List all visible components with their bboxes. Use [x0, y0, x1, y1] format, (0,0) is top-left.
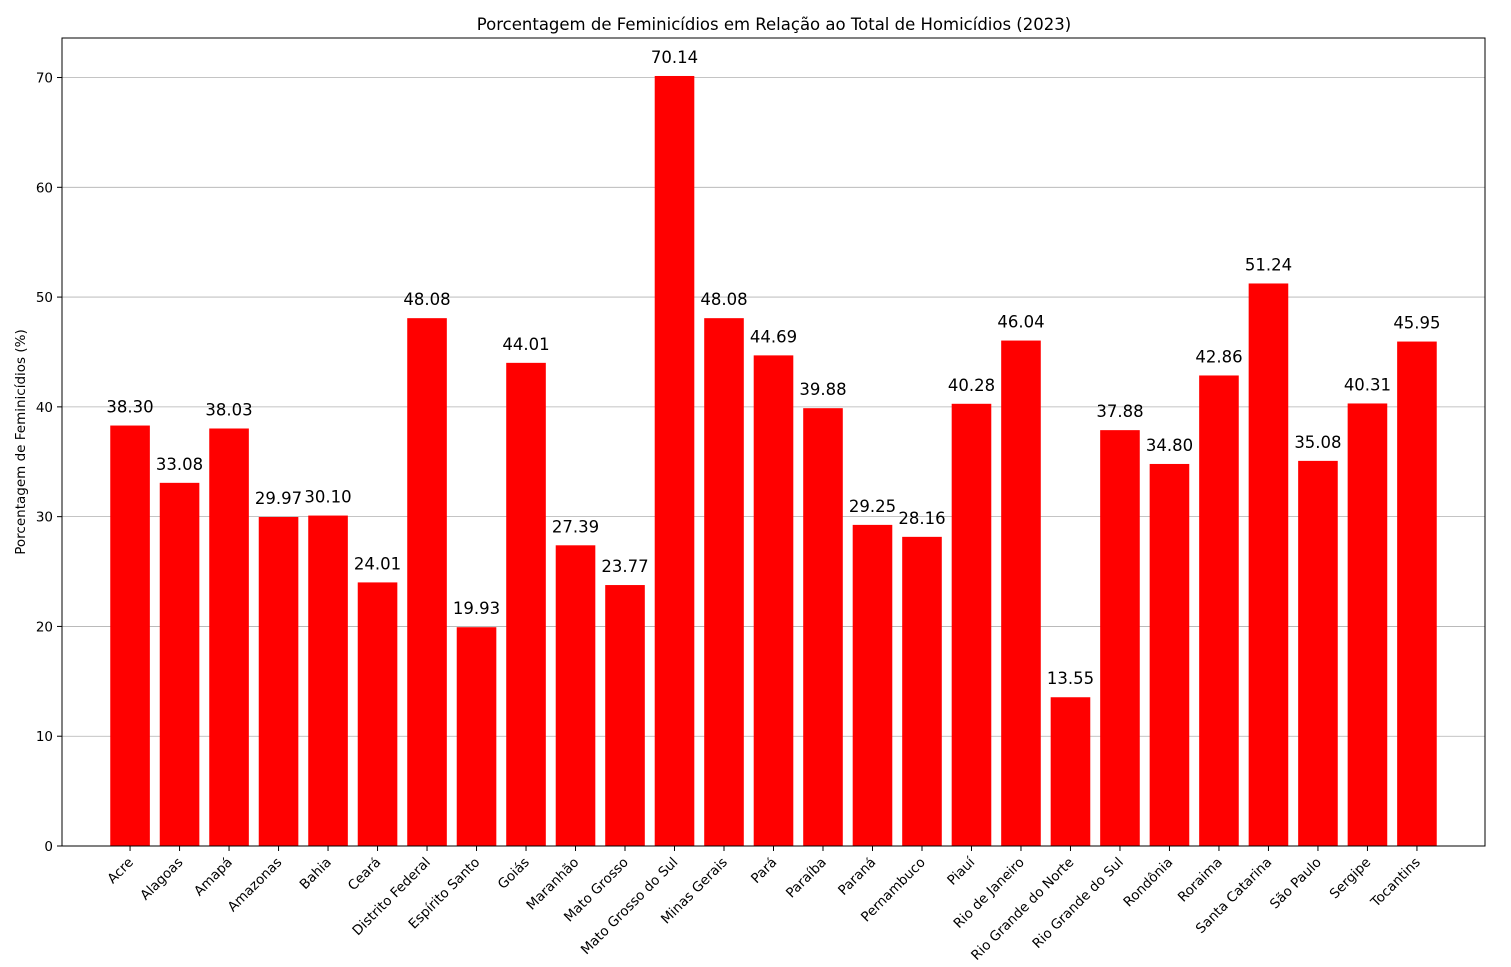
x-tick-label: Piauí: [944, 854, 979, 889]
y-tick-label: 0: [44, 839, 53, 855]
x-tick-label: Sergipe: [1327, 855, 1375, 903]
data-labels: 38.30 33.08 38.03 29.97 30.10 24.01 48.08 19.93…: [106, 48, 1440, 688]
data-label: 45.95: [1393, 314, 1440, 333]
bar: [1248, 283, 1289, 847]
data-label: 19.93: [453, 599, 500, 618]
bar: [803, 408, 843, 846]
bar: [902, 536, 942, 846]
y-tick-label: 40: [36, 400, 53, 416]
data-label: 40.31: [1344, 375, 1391, 394]
bar: [654, 75, 695, 846]
bar: [951, 403, 992, 846]
data-label: 48.08: [403, 290, 450, 309]
x-tick-label: Alagoas: [137, 855, 186, 904]
y-axis-title: Porcentagem de Feminicídios (%): [13, 329, 29, 555]
y-tick-label: 60: [36, 180, 53, 196]
data-label: 33.08: [156, 455, 203, 474]
bar: [1199, 375, 1239, 846]
x-tick-label: São Paulo: [1267, 855, 1325, 913]
y-tick-label: 20: [36, 619, 53, 635]
y-tick-label: 30: [36, 510, 53, 526]
data-label: 23.77: [601, 557, 648, 576]
data-label: 24.01: [354, 554, 401, 573]
bar: [1397, 341, 1437, 846]
x-tick-label: Mato Grosso do Sul: [578, 855, 681, 958]
chart-title: Porcentagem de Feminicídios em Relação a…: [477, 15, 1071, 34]
data-label: 39.88: [799, 380, 846, 399]
x-tick-label: Goiás: [495, 855, 533, 893]
data-label: 34.80: [1146, 436, 1193, 455]
data-label: 28.16: [898, 509, 945, 528]
x-tick-label: Tocantins: [1367, 855, 1424, 912]
data-label: 35.08: [1294, 433, 1341, 452]
bar: [852, 524, 893, 846]
data-label: 44.69: [750, 327, 797, 346]
data-label: 29.25: [849, 497, 896, 516]
bar: [110, 425, 150, 846]
x-tick-label: Acre: [104, 855, 137, 888]
data-label: 13.55: [1047, 669, 1094, 688]
y-tick-label: 70: [36, 71, 53, 87]
bar: [357, 582, 398, 846]
bar: [555, 545, 596, 846]
y-axis: 0 10 20 30 40 50 60 70: [36, 71, 62, 855]
bar: [159, 482, 200, 846]
bar: [407, 318, 447, 846]
bar: [753, 355, 794, 846]
data-label: 29.97: [255, 489, 302, 508]
data-label: 40.28: [948, 376, 995, 395]
data-label: 38.30: [106, 398, 153, 417]
bar: [605, 585, 645, 846]
bar: [1100, 430, 1140, 846]
bars: [110, 75, 1437, 847]
bar: [308, 515, 348, 846]
data-label: 51.24: [1245, 255, 1292, 274]
x-tick-label: Paraíba: [783, 855, 830, 902]
bar: [1347, 403, 1388, 846]
bar: [506, 362, 546, 846]
x-tick-label: Roraima: [1175, 855, 1226, 906]
bar: [456, 627, 497, 846]
bar: [258, 516, 299, 846]
data-label: 37.88: [1096, 402, 1143, 421]
data-label: 27.39: [552, 517, 599, 536]
bar: [704, 318, 744, 846]
x-tick-label: Ceará: [345, 855, 384, 894]
x-tick-label: Amazonas: [225, 855, 286, 916]
x-tick-label: Pará: [748, 855, 780, 887]
data-label: 42.86: [1195, 347, 1242, 366]
data-label: 44.01: [502, 335, 549, 354]
data-label: 38.03: [205, 400, 252, 419]
bar: [209, 428, 249, 846]
bar: [1001, 340, 1041, 846]
data-label: 46.04: [997, 313, 1044, 332]
x-tick-label: Bahia: [297, 855, 335, 893]
x-tick-label: Paraná: [835, 855, 879, 899]
bar: [1298, 460, 1338, 846]
data-label: 30.10: [304, 488, 351, 507]
data-label: 70.14: [651, 48, 698, 67]
y-tick-label: 10: [36, 729, 53, 745]
bar: [1050, 697, 1091, 846]
x-tick-label: Rio Grande do Sul: [1029, 855, 1126, 952]
x-tick-label: Rondônia: [1120, 855, 1176, 911]
data-label: 48.08: [700, 290, 747, 309]
x-tick-label: Amapá: [191, 855, 236, 900]
bar: [1149, 463, 1190, 846]
y-tick-label: 50: [36, 290, 53, 306]
